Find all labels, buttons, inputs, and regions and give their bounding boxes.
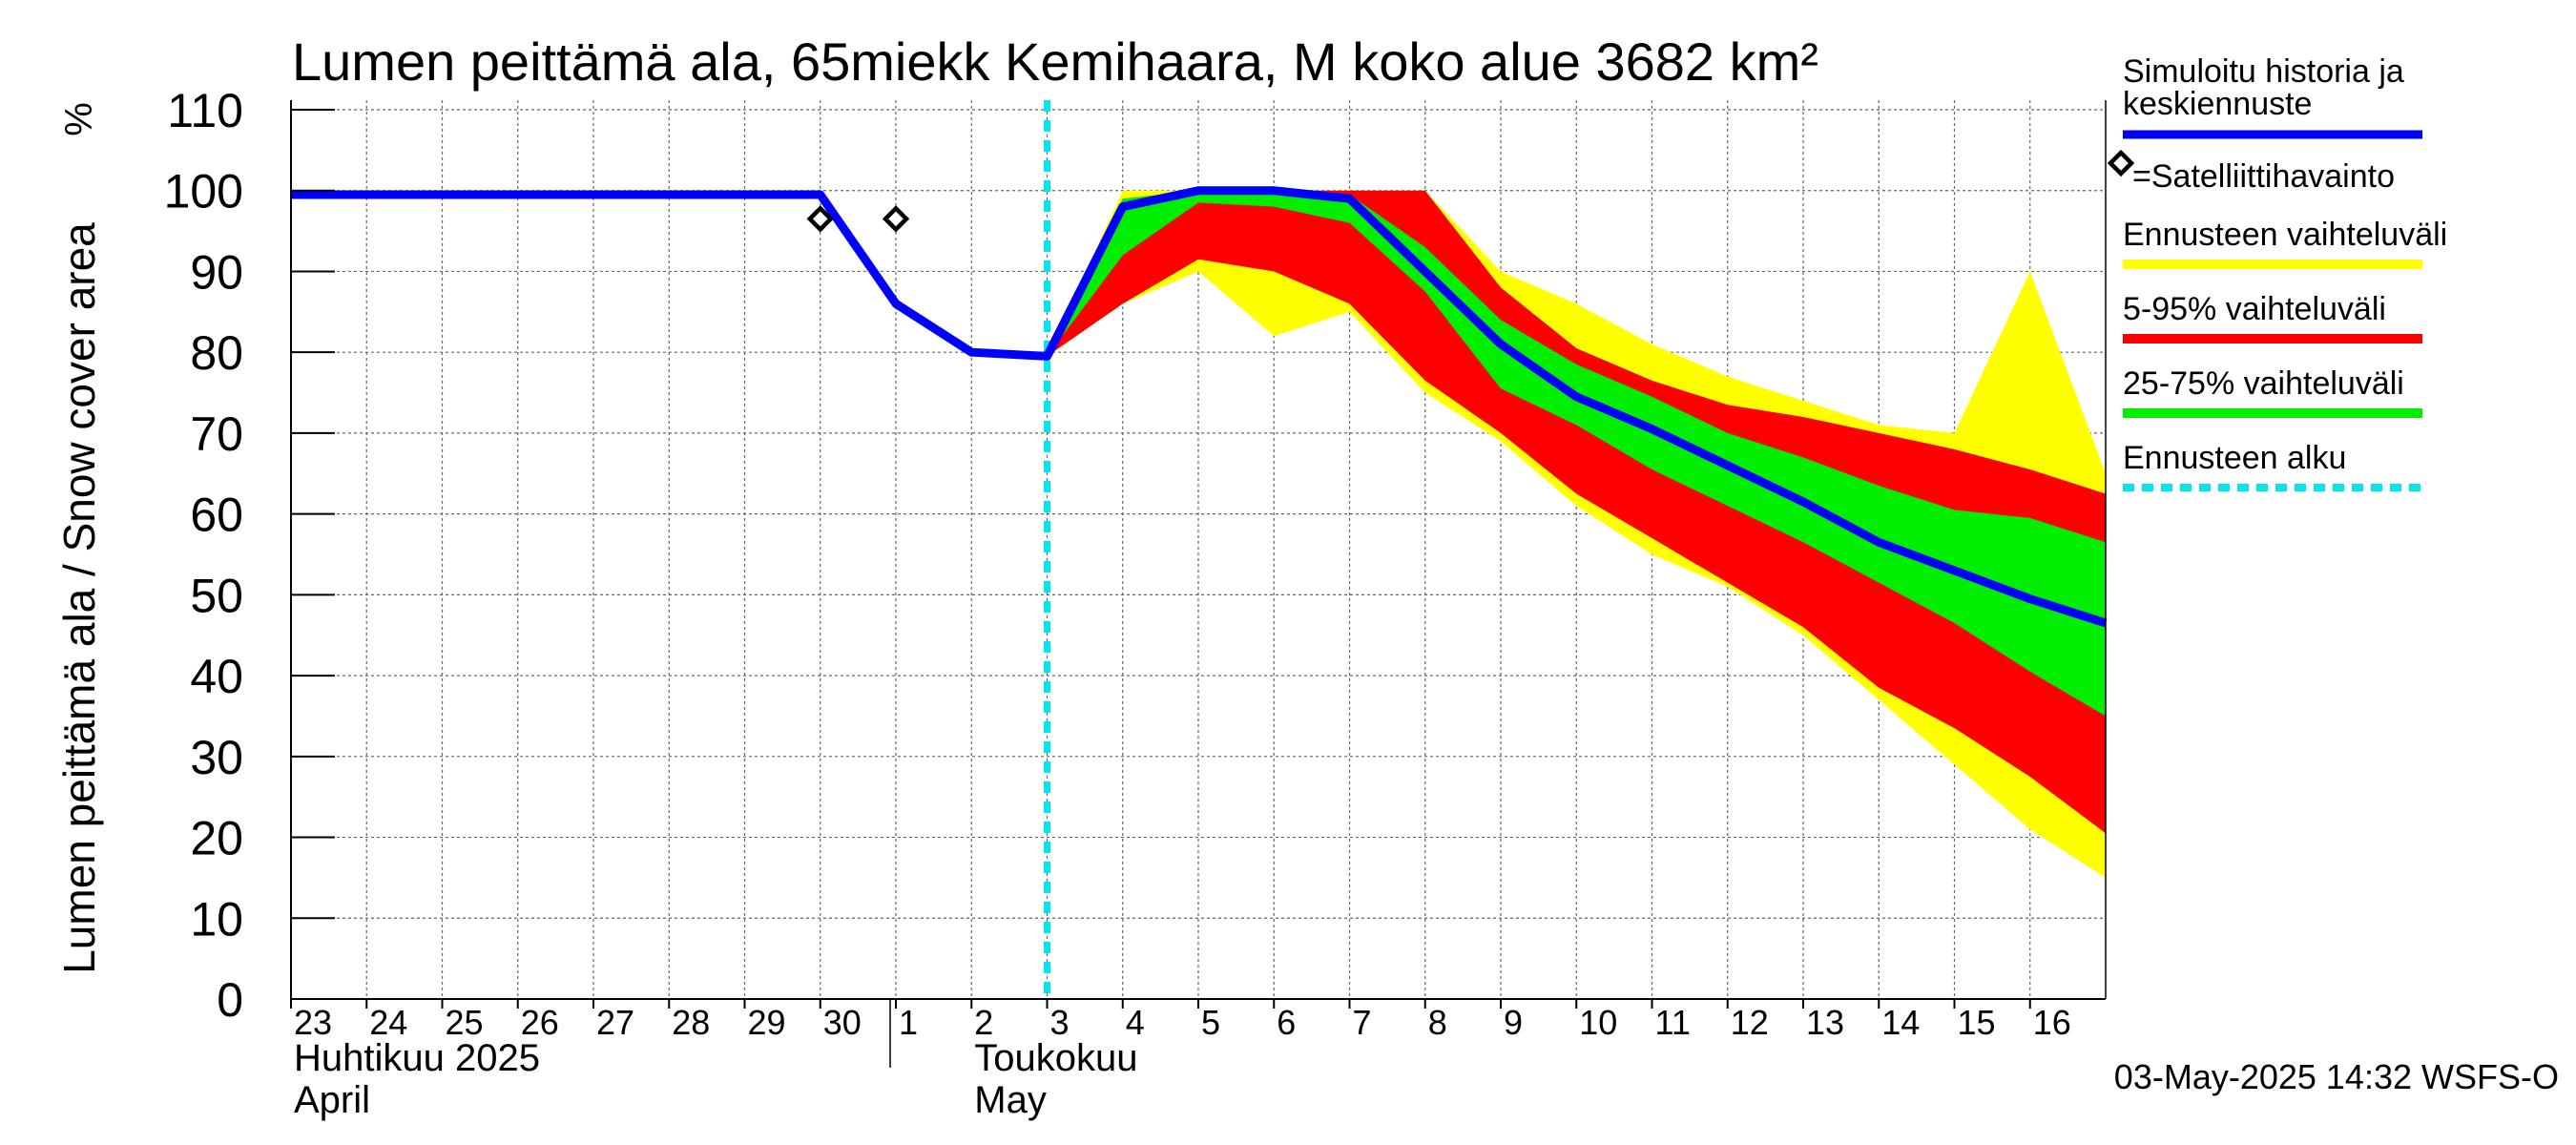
x-tick-label: 12 <box>1731 1003 1769 1042</box>
satellite-markers <box>806 205 910 233</box>
x-tick-labels: 23 24 25 26 27 28 29 30 1 2 3 4 5 6 7 8 9 10 11 12 13 14 15 16 <box>294 1003 2071 1042</box>
y-unit-label: % <box>58 102 100 136</box>
x-tick-label: 11 <box>1655 1003 1691 1042</box>
x-tick-label: 2 <box>974 1003 993 1042</box>
y-tick-label: 50 <box>190 569 243 622</box>
satellite-observation-point <box>806 205 834 233</box>
y-tick-label: 60 <box>190 489 243 542</box>
x-tick-label: 15 <box>1958 1003 1996 1042</box>
forecast-bands <box>1047 190 2106 878</box>
y-tick-label: 20 <box>190 812 243 865</box>
y-axis-label: Lumen peittämä ala / Snow cover area <box>54 222 104 974</box>
month-label-en: May <box>974 1079 1047 1121</box>
x-tick-label: 27 <box>596 1003 634 1042</box>
legend-label: Ennusteen alku <box>2123 440 2346 476</box>
x-tick-label: 29 <box>748 1003 786 1042</box>
month-label-en: April <box>294 1079 370 1121</box>
x-tick-label: 13 <box>1806 1003 1844 1042</box>
chart-title: Lumen peittämä ala, 65miekk Kemihaara, M… <box>292 31 1818 92</box>
legend-swatch-diamond <box>2107 149 2135 177</box>
satellite-observation-point <box>882 205 910 233</box>
x-tick-label: 25 <box>446 1003 484 1042</box>
x-tick-label: 16 <box>2033 1003 2071 1042</box>
month-label-fi: Huhtikuu 2025 <box>294 1037 540 1079</box>
y-tick-label: 70 <box>190 407 243 461</box>
x-tick-label: 3 <box>1050 1003 1070 1042</box>
x-tick-label: 7 <box>1353 1003 1372 1042</box>
y-tick-label: 110 <box>167 84 243 137</box>
axes <box>290 100 2107 1068</box>
x-tick-label: 24 <box>369 1003 407 1042</box>
legend-label-line: Simuloitu historia ja <box>2123 53 2404 90</box>
legend-label: 25-75% vaihteluväli <box>2123 365 2404 402</box>
legend-label-line: keskiennuste <box>2123 86 2312 122</box>
y-tick-label: 100 <box>164 165 243 219</box>
y-tick-label: 10 <box>190 892 243 946</box>
x-tick-label: 28 <box>672 1003 710 1042</box>
series-lines <box>291 100 2108 999</box>
legend-label: Ennusteen vaihteluväli <box>2123 217 2447 253</box>
x-tick-label: 10 <box>1579 1003 1617 1042</box>
x-tick-label: 23 <box>294 1003 332 1042</box>
x-tick-label: 6 <box>1277 1003 1296 1042</box>
x-tick-label: 26 <box>521 1003 559 1042</box>
median-forecast-line <box>291 186 2108 628</box>
x-tick-label: 4 <box>1126 1003 1145 1042</box>
x-tick-label: 30 <box>823 1003 862 1042</box>
x-tick-label: 9 <box>1504 1003 1523 1042</box>
legend-label-satellite: =Satelliittihavainto <box>2132 158 2395 195</box>
x-tick-label: 14 <box>1881 1003 1920 1042</box>
y-tick-label: 90 <box>190 245 243 299</box>
x-tick-label: 5 <box>1201 1003 1220 1042</box>
x-tick-label: 1 <box>899 1003 918 1042</box>
y-tick-labels: 0 10 20 30 40 50 60 70 80 90 100 110 <box>164 84 243 1027</box>
y-tick-label: 30 <box>190 731 243 784</box>
y-tick-label: 40 <box>190 650 243 703</box>
y-tick-label: 80 <box>190 326 243 380</box>
month-label-fi: Toukokuu <box>974 1037 1137 1079</box>
timestamp-label: 03-May-2025 14:32 WSFS-O <box>2114 1057 2559 1096</box>
x-tick-label: 8 <box>1428 1003 1447 1042</box>
legend-label: 5-95% vaihteluväli <box>2123 291 2386 327</box>
y-tick-label: 0 <box>217 973 243 1027</box>
